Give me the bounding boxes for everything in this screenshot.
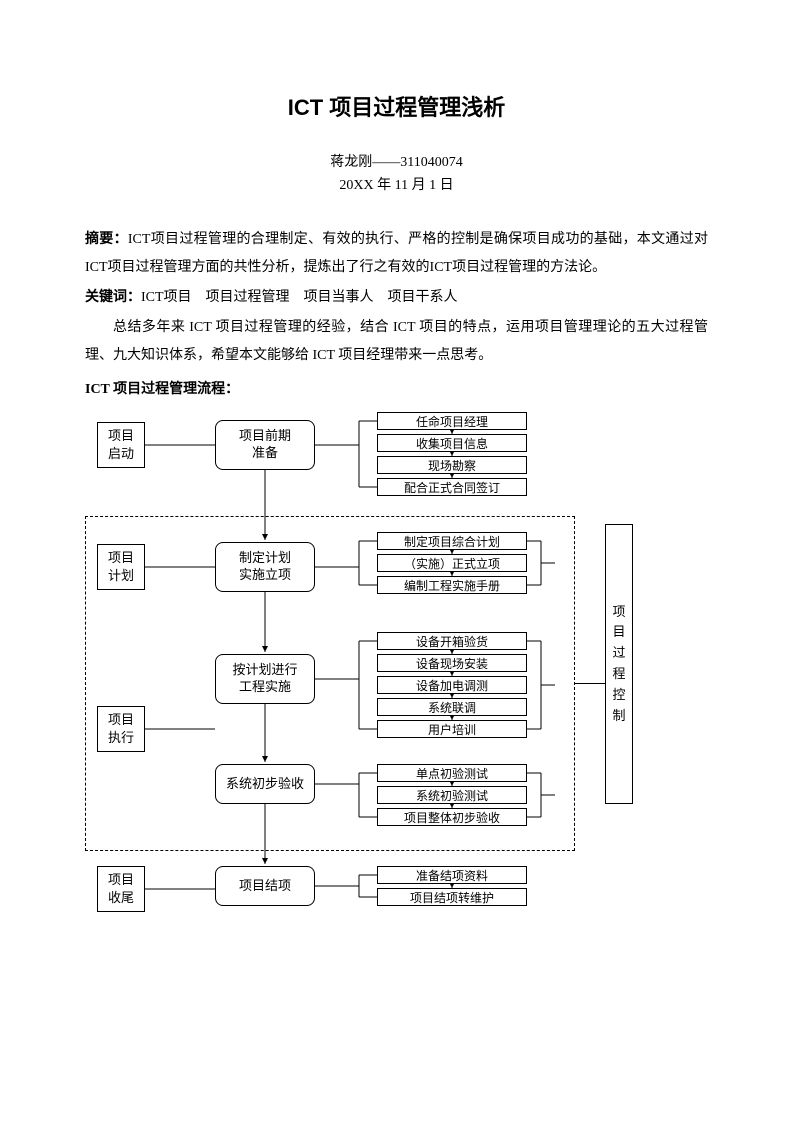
task-g4-1: 系统初验测试 bbox=[377, 786, 527, 804]
keywords-text: ICT项目 项目过程管理 项目当事人 项目干系人 bbox=[141, 290, 458, 305]
task-g3-3: 系统联调 bbox=[377, 698, 527, 716]
proc-prep: 项目前期准备 bbox=[215, 420, 315, 470]
task-g2-1: （实施）正式立项 bbox=[377, 554, 527, 572]
flowchart: 项目启动项目计划项目执行项目收尾 项目前期准备制定计划实施立项按计划进行工程实施系… bbox=[85, 406, 705, 926]
date-line: 20XX 年 11 月 1 日 bbox=[85, 175, 708, 196]
task-g1-0: 任命项目经理 bbox=[377, 412, 527, 430]
proc-plan: 制定计划实施立项 bbox=[215, 542, 315, 592]
task-g3-1: 设备现场安装 bbox=[377, 654, 527, 672]
task-g1-3: 配合正式合同签订 bbox=[377, 478, 527, 496]
task-g3-4: 用户培训 bbox=[377, 720, 527, 738]
task-g5-0: 准备结项资料 bbox=[377, 866, 527, 884]
task-g2-2: 编制工程实施手册 bbox=[377, 576, 527, 594]
task-g4-2: 项目整体初步验收 bbox=[377, 808, 527, 826]
phase-exec: 项目执行 bbox=[97, 706, 145, 752]
proc-accept: 系统初步验收 bbox=[215, 764, 315, 804]
author-line: 蒋龙刚——311040074 bbox=[85, 152, 708, 173]
phase-plan: 项目计划 bbox=[97, 544, 145, 590]
task-g3-0: 设备开箱验货 bbox=[377, 632, 527, 650]
abstract-para: 摘要：ICT项目过程管理的合理制定、有效的执行、严格的控制是确保项目成功的基础，… bbox=[85, 226, 708, 282]
abstract-label: 摘要： bbox=[85, 232, 128, 247]
page-title: ICT 项目过程管理浅析 bbox=[85, 90, 708, 122]
task-g5-1: 项目结项转维护 bbox=[377, 888, 527, 906]
task-g1-2: 现场勘察 bbox=[377, 456, 527, 474]
task-g1-1: 收集项目信息 bbox=[377, 434, 527, 452]
task-g4-0: 单点初验测试 bbox=[377, 764, 527, 782]
control-box: 项目过程控制 bbox=[605, 524, 633, 804]
flow-heading: ICT 项目过程管理流程： bbox=[85, 378, 708, 398]
phase-start: 项目启动 bbox=[97, 422, 145, 468]
keywords-label: 关键词： bbox=[85, 290, 141, 305]
phase-close: 项目收尾 bbox=[97, 866, 145, 912]
task-g3-2: 设备加电调测 bbox=[377, 676, 527, 694]
proc-close: 项目结项 bbox=[215, 866, 315, 906]
task-g2-0: 制定项目综合计划 bbox=[377, 532, 527, 550]
intro-para: 总结多年来 ICT 项目过程管理的经验，结合 ICT 项目的特点，运用项目管理理… bbox=[85, 314, 708, 370]
proc-impl: 按计划进行工程实施 bbox=[215, 654, 315, 704]
keywords-para: 关键词：ICT项目 项目过程管理 项目当事人 项目干系人 bbox=[85, 284, 708, 312]
abstract-text: ICT项目过程管理的合理制定、有效的执行、严格的控制是确保项目成功的基础，本文通… bbox=[85, 232, 708, 275]
